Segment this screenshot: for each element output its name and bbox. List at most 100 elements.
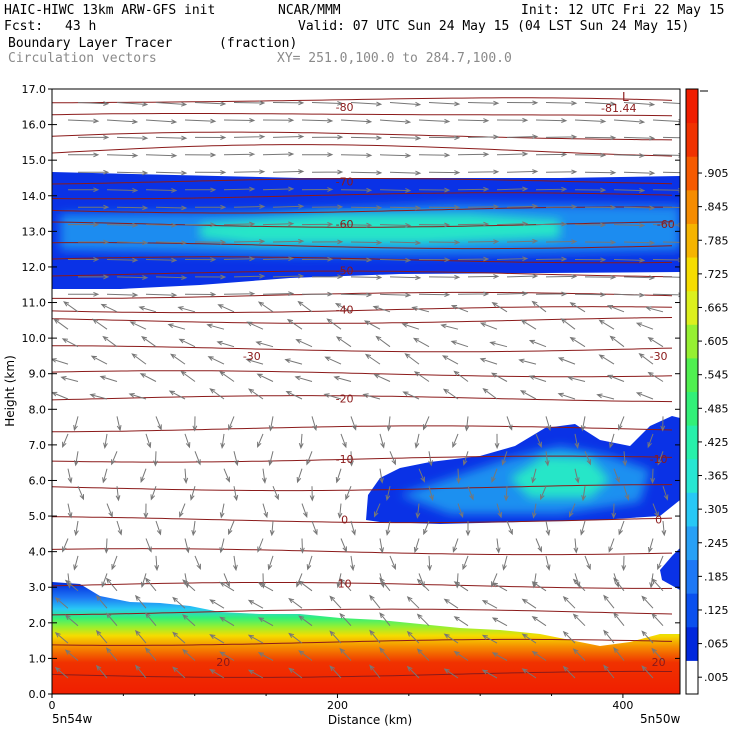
circulation-vector bbox=[68, 291, 100, 297]
circulation-vector bbox=[491, 652, 508, 661]
circulation-vector bbox=[54, 666, 69, 679]
circulation-vector bbox=[457, 152, 490, 157]
circulation-vector bbox=[574, 573, 581, 588]
circulation-vector bbox=[73, 555, 79, 571]
circulation-vector bbox=[574, 222, 607, 228]
circulation-vector bbox=[256, 373, 274, 382]
circulation-vector bbox=[482, 388, 498, 400]
circulation-vector bbox=[233, 451, 239, 467]
circulation-vector bbox=[540, 486, 547, 501]
circulation-vector bbox=[68, 257, 100, 262]
circulation-vector bbox=[223, 291, 256, 297]
isotherm-contour bbox=[52, 291, 673, 299]
circulation-vector bbox=[329, 595, 342, 609]
y-tick-label: 11.0 bbox=[22, 297, 47, 310]
colorbar-swatch bbox=[686, 189, 698, 224]
circulation-vector bbox=[262, 256, 295, 262]
circulation-vector bbox=[545, 100, 578, 106]
circulation-vector bbox=[106, 119, 139, 125]
circulation-vector bbox=[257, 301, 274, 313]
circulation-vector bbox=[184, 573, 190, 589]
circulation-vector bbox=[116, 275, 149, 280]
circulation-vector bbox=[144, 612, 157, 627]
circulation-vector bbox=[662, 102, 680, 105]
org-label: NCAR/MMM bbox=[278, 3, 341, 18]
circulation-vector bbox=[233, 100, 266, 106]
circulation-vector bbox=[651, 647, 664, 661]
circulation-vector bbox=[519, 390, 537, 400]
y-tick-label: 9.0 bbox=[29, 368, 47, 381]
circulation-vector bbox=[143, 503, 149, 519]
circulation-vector bbox=[369, 594, 381, 609]
isotherm-label: -40 bbox=[336, 304, 354, 317]
circulation-vector bbox=[373, 373, 391, 382]
circulation-vector bbox=[467, 486, 474, 501]
circulation-vector bbox=[427, 555, 432, 572]
circulation-vector bbox=[154, 555, 160, 572]
circulation-vector bbox=[572, 648, 586, 661]
right-edge-tracer-patch bbox=[660, 548, 680, 590]
circulation-vector bbox=[416, 648, 430, 661]
circulation-vector bbox=[262, 291, 295, 297]
circulation-vector bbox=[184, 257, 217, 262]
circulation-vector bbox=[528, 339, 547, 348]
circulation-vector bbox=[77, 101, 110, 106]
circulation-vector bbox=[89, 393, 108, 400]
circulation-vector bbox=[255, 341, 274, 348]
circulation-vector bbox=[440, 323, 459, 330]
circulation-vector bbox=[52, 358, 69, 365]
circulation-vector bbox=[116, 520, 123, 536]
isotherm-contour bbox=[52, 206, 673, 214]
circulation-vector bbox=[490, 372, 508, 382]
x-tick-label: 200 bbox=[327, 699, 348, 712]
isotherm-contour bbox=[52, 425, 673, 433]
circulation-vector bbox=[652, 152, 680, 158]
circulation-vector bbox=[92, 318, 108, 330]
colorbar-swatch bbox=[686, 357, 698, 392]
circulation-vector bbox=[401, 323, 420, 330]
circulation-vector bbox=[184, 152, 217, 158]
circulation-vector bbox=[340, 257, 373, 263]
circulation-vector bbox=[350, 135, 383, 141]
circulation-vector bbox=[506, 134, 539, 140]
circulation-vector bbox=[140, 468, 147, 484]
circulation-vector bbox=[168, 390, 186, 400]
circulation-vector bbox=[116, 416, 122, 432]
circulation-vector bbox=[53, 318, 69, 330]
circulation-vector bbox=[495, 538, 501, 554]
circulation-vector bbox=[67, 468, 73, 484]
isotherm-contour bbox=[52, 317, 673, 324]
circulation-vector bbox=[311, 134, 344, 140]
circulation-vector bbox=[335, 468, 342, 484]
colorbar-swatch bbox=[686, 458, 698, 493]
circulation-vector bbox=[182, 649, 196, 661]
circulation-vector bbox=[441, 355, 459, 365]
circulation-vector bbox=[102, 335, 118, 348]
circulation-vector bbox=[335, 336, 352, 348]
circulation-vector bbox=[372, 305, 391, 313]
circulation-vector bbox=[491, 617, 508, 627]
colorbar-label: .665 bbox=[704, 301, 729, 314]
circulation-vector bbox=[369, 629, 381, 644]
colorbar-frame bbox=[685, 88, 699, 695]
circulation-vector bbox=[506, 100, 539, 106]
y-tick-label: 8.0 bbox=[29, 403, 47, 416]
circulation-vector bbox=[428, 486, 434, 501]
isotherm-label: -20 bbox=[336, 393, 354, 406]
circulation-vector bbox=[62, 538, 69, 553]
circulation-vector bbox=[334, 302, 352, 313]
circulation-vector bbox=[223, 256, 256, 262]
circulation-vector bbox=[618, 416, 625, 431]
circulation-vector bbox=[323, 393, 342, 400]
isotherm-contour bbox=[52, 131, 673, 141]
circulation-vector bbox=[502, 555, 508, 571]
circulation-vector bbox=[170, 353, 186, 365]
circulation-vector bbox=[140, 573, 147, 589]
circulation-vector bbox=[223, 118, 256, 123]
circulation-vector bbox=[63, 301, 79, 313]
circulation-vector bbox=[257, 617, 274, 627]
circulation-vector bbox=[584, 239, 617, 245]
isotherm-label: -80 bbox=[336, 101, 354, 114]
circulation-vector bbox=[350, 555, 355, 572]
